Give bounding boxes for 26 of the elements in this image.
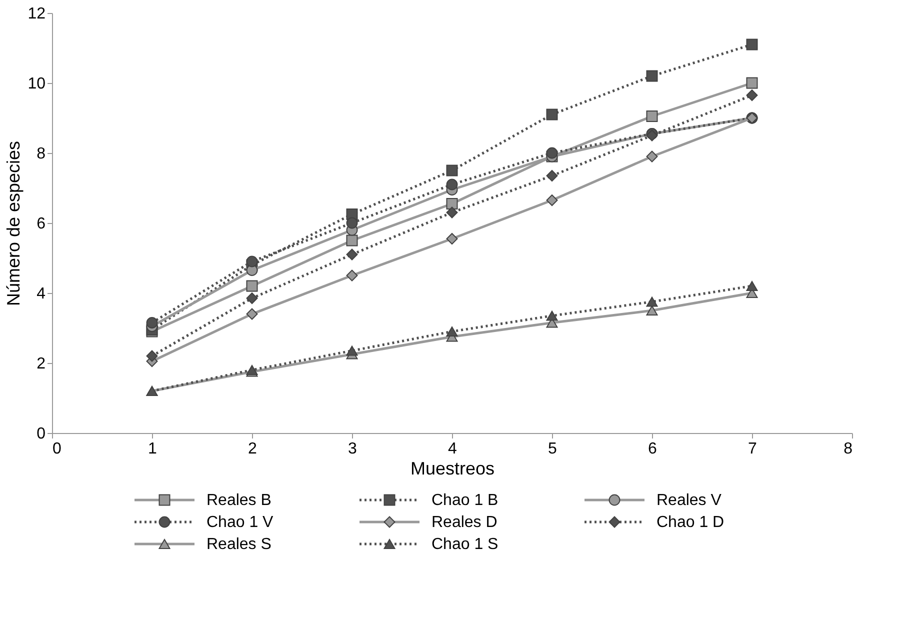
x-tick-label: 3 [348, 440, 358, 458]
x-tick-label: 2 [248, 440, 258, 458]
x-tick-label: 7 [748, 440, 758, 458]
y-axis-title: Número de especies [4, 140, 24, 306]
x-tick-label: 4 [448, 440, 458, 458]
x-tick-label: 0 [52, 440, 62, 458]
legend-label: Reales B [206, 492, 272, 509]
y-tick-label: 10 [28, 76, 46, 92]
y-tick-label: 6 [36, 216, 46, 232]
x-tick-label: 8 [844, 440, 853, 458]
legend-label: Reales D [432, 514, 498, 531]
legend-label: Reales V [656, 492, 722, 509]
legend-label: Chao 1 D [656, 514, 724, 531]
legend-label: Chao 1 B [432, 492, 498, 509]
x-tick-label: 5 [548, 440, 558, 458]
y-tick-label: 4 [36, 286, 46, 302]
legend-label: Chao 1 V [206, 514, 274, 531]
y-tick-label: 8 [36, 146, 46, 162]
y-tick-label: 12 [28, 6, 46, 22]
legend-label: Chao 1 S [432, 536, 498, 553]
x-tick-label: 1 [148, 440, 158, 458]
x-tick-label: 6 [648, 440, 658, 458]
y-tick-label: 2 [36, 356, 46, 372]
x-axis-title: Muestreos [410, 458, 495, 478]
legend-label: Reales S [206, 536, 272, 553]
y-tick-label: 0 [36, 426, 46, 442]
